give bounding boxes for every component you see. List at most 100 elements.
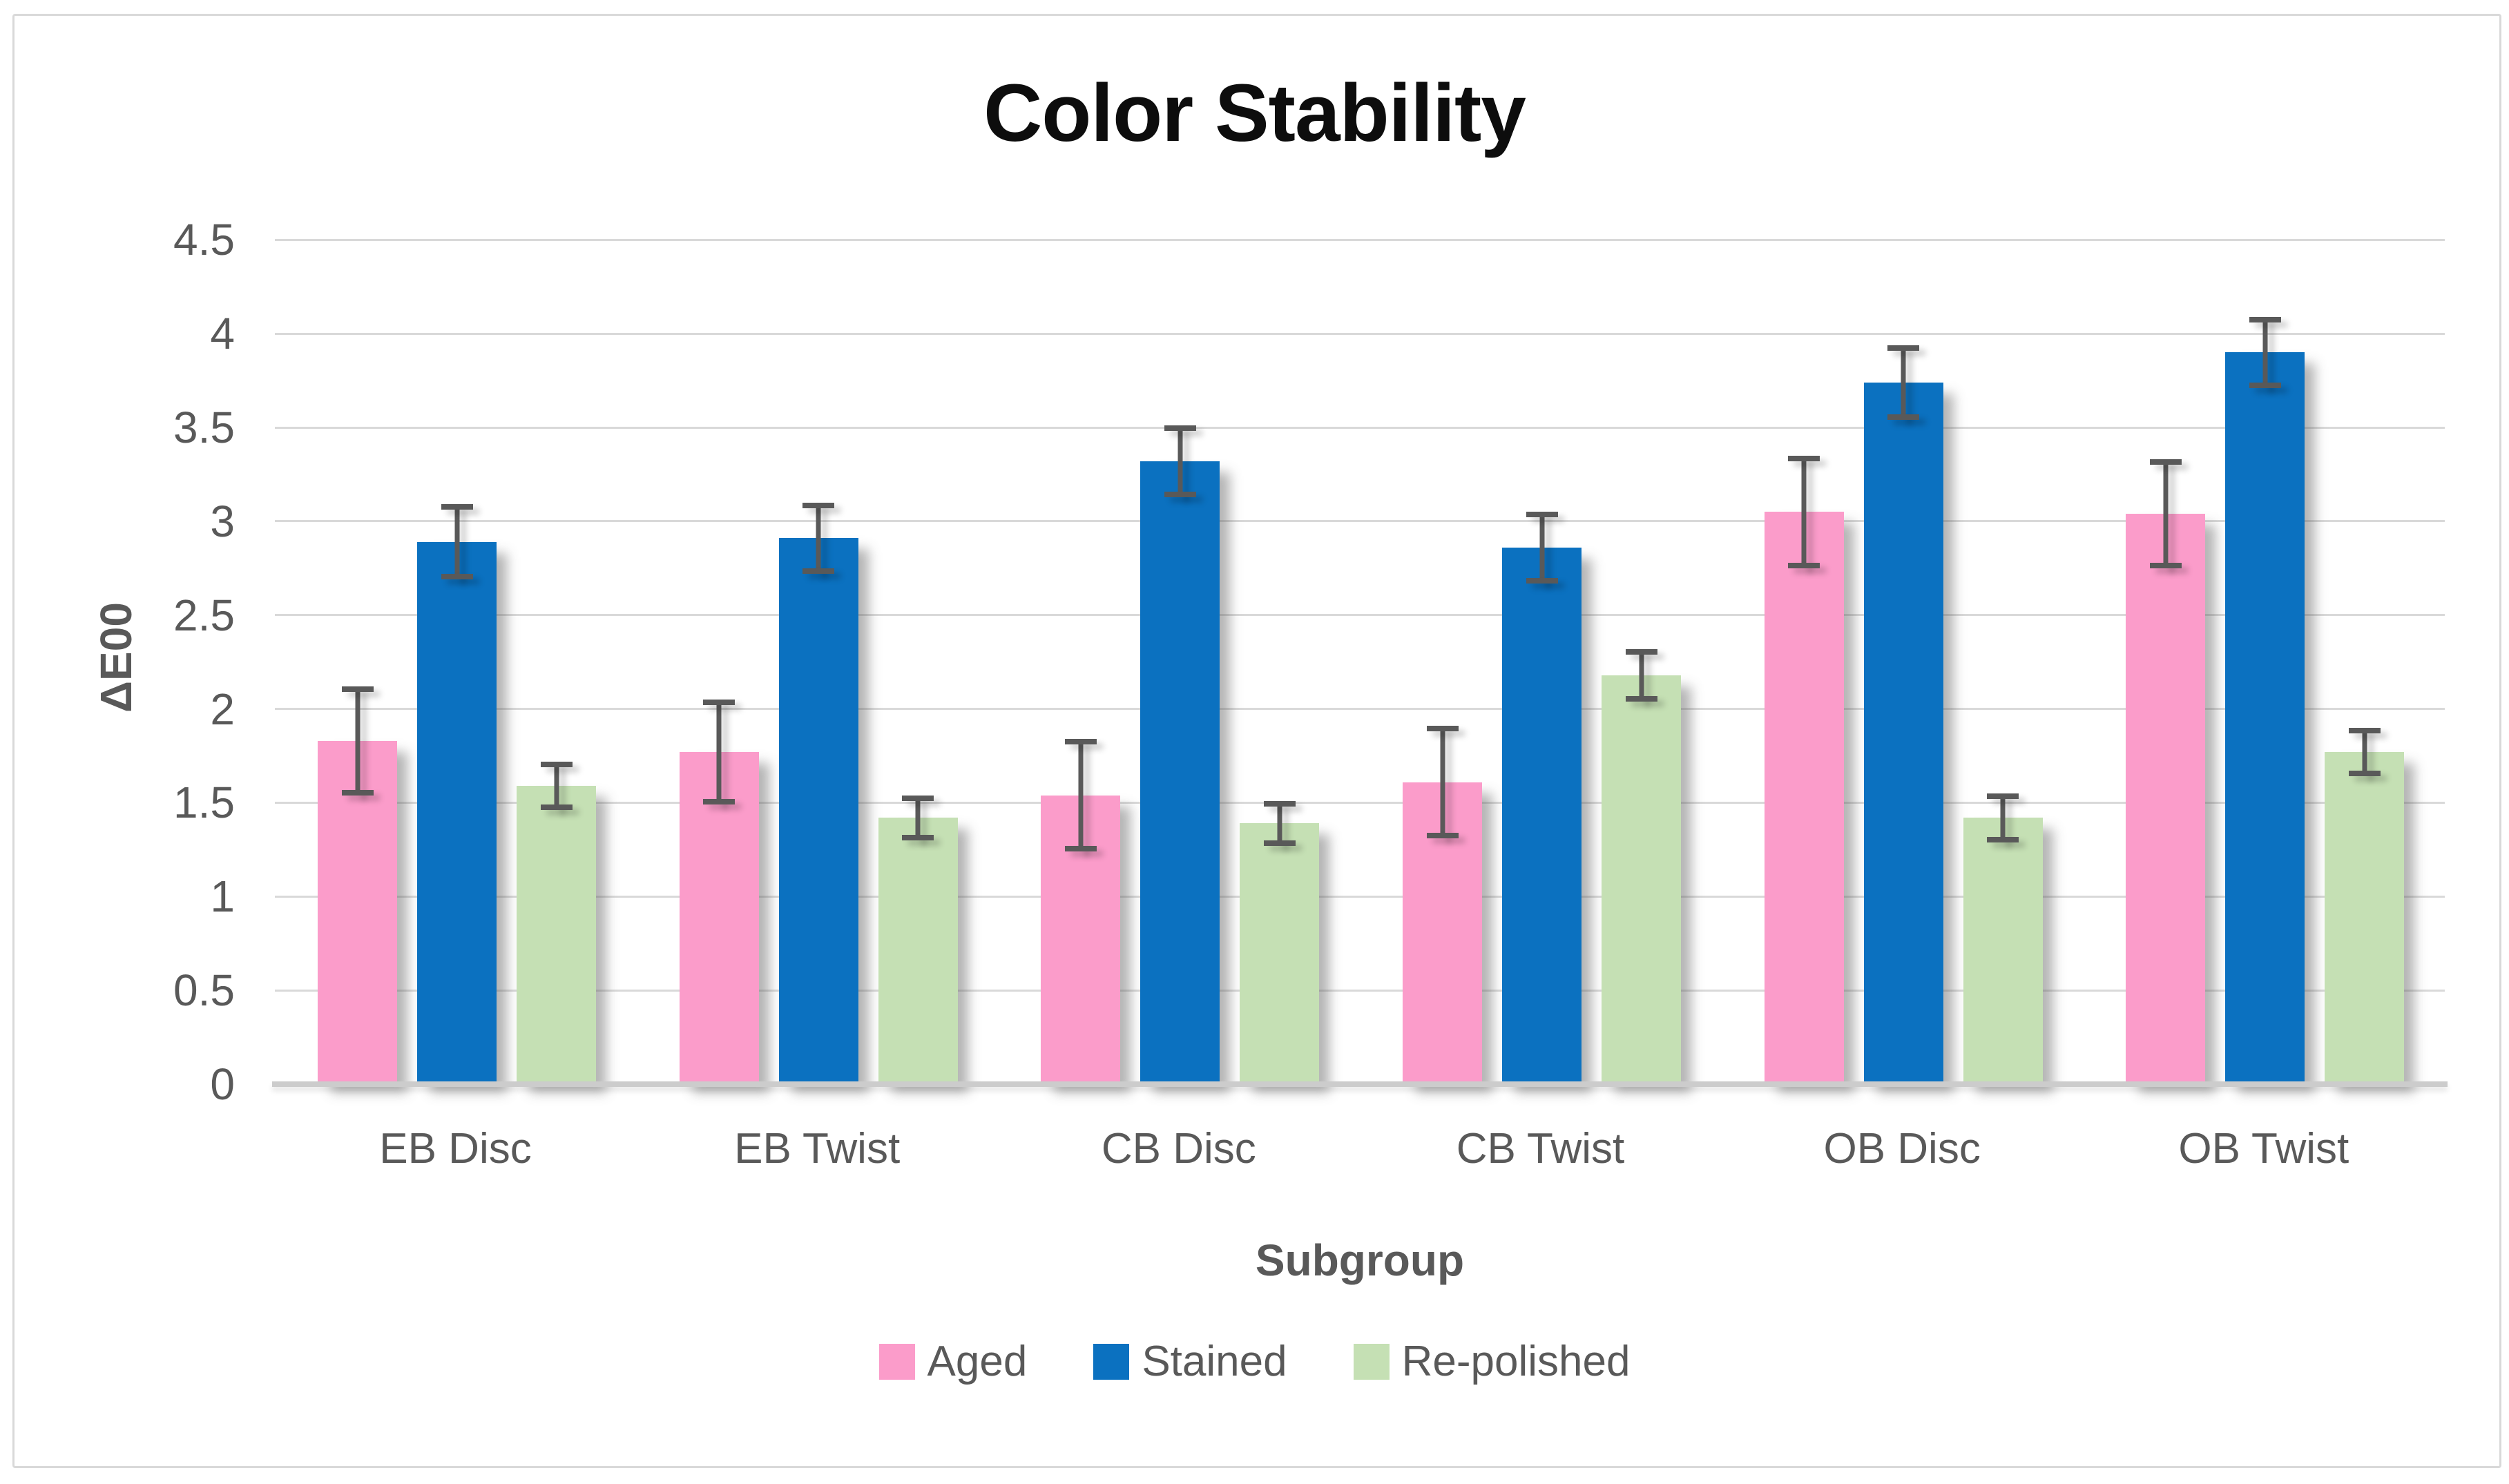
x-tick-label-cb-twist: CB Twist: [1456, 1125, 1625, 1173]
gridline-2: [275, 708, 2445, 711]
chart-title: Color Stability: [983, 68, 1526, 159]
gridline-1: [275, 895, 2445, 898]
legend: Aged Stained Re-polished: [0, 1337, 2509, 1386]
bar-re-polished-cb-twist: [1602, 675, 1681, 1084]
errorbar-cap: [2149, 562, 2182, 568]
errorbar-cap: [2348, 727, 2381, 733]
legend-swatch-repolished: [1353, 1343, 1390, 1380]
errorbar-stained-cb-disc: [1164, 425, 1196, 497]
errorbar-cap: [341, 789, 374, 796]
bar-aged-ob-disc: [1764, 512, 1844, 1084]
errorbar-cap: [2249, 316, 2281, 322]
errorbar-stem: [816, 502, 821, 574]
errorbar-cap: [2249, 382, 2281, 388]
errorbar-cap: [1526, 512, 1558, 518]
bar-re-polished-eb-disc: [517, 785, 596, 1084]
errorbar-cap: [703, 799, 736, 805]
errorbar-cap: [1788, 455, 1820, 461]
errorbar-re-polished-eb-disc: [540, 761, 573, 811]
legend-swatch-aged: [878, 1343, 915, 1380]
errorbar-re-polished-eb-twist: [902, 795, 934, 840]
errorbar-aged-cb-disc: [1064, 739, 1097, 852]
bar-re-polished-ob-twist: [2325, 752, 2405, 1084]
errorbar-stem: [915, 795, 921, 840]
errorbar-stem: [554, 761, 559, 811]
chart-border: [12, 14, 2501, 1468]
y-tick-label-0.5: 0.5: [173, 965, 235, 1016]
bar-re-polished-eb-twist: [878, 818, 958, 1084]
errorbar-aged-cb-twist: [1426, 726, 1459, 839]
gridline-4: [275, 332, 2445, 335]
y-tick-label-4: 4: [210, 309, 235, 359]
errorbar-cap: [1625, 648, 1657, 655]
y-tick-label-2: 2: [210, 684, 235, 734]
errorbar-cap: [1064, 846, 1097, 852]
errorbar-stem: [1801, 455, 1807, 568]
gridline-4.5: [275, 238, 2445, 241]
bar-stained-ob-disc: [1863, 382, 1943, 1084]
errorbar-cap: [703, 700, 736, 705]
errorbar-cap: [902, 834, 934, 840]
errorbar-stem: [1177, 425, 1183, 497]
errorbar-aged-eb-disc: [341, 686, 374, 796]
bar-stained-eb-disc: [417, 541, 497, 1084]
errorbar-stem: [1539, 512, 1544, 584]
errorbar-stem: [2163, 459, 2169, 568]
errorbar-re-polished-cb-disc: [1263, 800, 1296, 846]
errorbar-cap: [1987, 793, 2019, 799]
errorbar-cap: [1788, 562, 1820, 568]
legend-item-aged: Aged: [878, 1337, 1027, 1386]
bar-re-polished-ob-disc: [1963, 818, 2043, 1084]
errorbar-stem: [2362, 727, 2367, 777]
y-tick-label-3.5: 3.5: [173, 403, 235, 453]
x-axis-title: Subgroup: [1255, 1235, 1465, 1285]
y-tick-label-4.5: 4.5: [173, 215, 235, 265]
errorbar-cap: [802, 568, 835, 574]
errorbar-aged-eb-twist: [703, 700, 736, 805]
errorbar-stained-cb-twist: [1526, 512, 1558, 584]
errorbar-cap: [540, 761, 573, 767]
errorbar-cap: [902, 795, 934, 801]
errorbar-re-polished-cb-twist: [1625, 648, 1657, 702]
errorbar-cap: [1426, 833, 1459, 839]
errorbar-cap: [441, 574, 473, 580]
errorbar-cap: [2348, 771, 2381, 777]
errorbar-cap: [1426, 726, 1459, 732]
legend-label-stained: Stained: [1142, 1338, 1287, 1385]
errorbar-cap: [802, 502, 835, 508]
errorbar-cap: [1164, 425, 1196, 432]
legend-label-repolished: Re-polished: [1401, 1338, 1631, 1385]
errorbar-stained-ob-disc: [1887, 345, 1920, 421]
errorbar-cap: [1526, 577, 1558, 584]
bar-aged-ob-twist: [2126, 514, 2206, 1084]
bar-re-polished-cb-disc: [1240, 823, 1320, 1084]
errorbar-stem: [1901, 345, 1906, 421]
gridline-1.5: [275, 801, 2445, 804]
errorbar-aged-ob-twist: [2149, 459, 2182, 568]
errorbar-cap: [2149, 459, 2182, 465]
errorbar-cap: [1164, 491, 1196, 497]
bar-stained-cb-disc: [1140, 461, 1220, 1084]
errorbar-cap: [1625, 695, 1657, 702]
errorbar-cap: [1064, 739, 1097, 745]
bar-aged-eb-twist: [679, 752, 759, 1084]
errorbar-cap: [441, 504, 473, 510]
errorbar-stem: [2000, 793, 2006, 842]
x-tick-label-eb-disc: EB Disc: [379, 1125, 532, 1173]
gridline-3.5: [275, 426, 2445, 429]
errorbar-cap: [1263, 840, 1296, 846]
errorbar-stained-ob-twist: [2249, 316, 2281, 388]
x-tick-label-ob-disc: OB Disc: [1823, 1125, 1981, 1173]
x-tick-label-ob-twist: OB Twist: [2178, 1125, 2349, 1173]
legend-item-repolished: Re-polished: [1353, 1337, 1631, 1386]
errorbar-cap: [1263, 800, 1296, 807]
errorbar-stem: [355, 686, 360, 796]
y-tick-label-1: 1: [210, 871, 235, 922]
errorbar-stained-eb-disc: [441, 504, 473, 580]
errorbar-stem: [1277, 800, 1282, 846]
gridline-3: [275, 520, 2445, 523]
errorbar-stem: [454, 504, 459, 580]
errorbar-re-polished-ob-disc: [1987, 793, 2019, 842]
